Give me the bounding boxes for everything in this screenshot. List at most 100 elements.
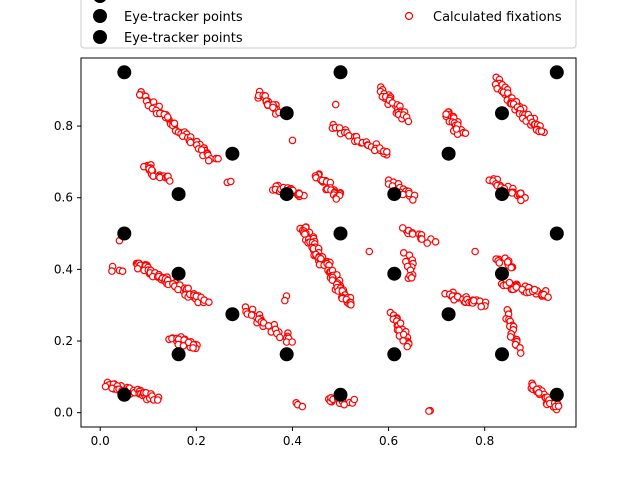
- eye-tracker-point-15: [387, 266, 402, 281]
- fixation-point-743: [298, 402, 307, 411]
- fixation-point-668: [396, 319, 405, 328]
- legend-marker-2: [93, 30, 107, 44]
- y-tick-label-1: 0.2: [54, 334, 73, 348]
- data-marks: [101, 65, 564, 415]
- legend-label-0: Eye-tracker points: [124, 10, 243, 25]
- fixation-point-507: [417, 235, 426, 243]
- fixation-point-532: [503, 258, 512, 266]
- fixation-point-613: [247, 311, 256, 319]
- fixation-point-763: [350, 395, 359, 404]
- fixation-point-624: [264, 321, 273, 330]
- fixation-point-680: [403, 342, 412, 351]
- eye-tracker-point-7: [171, 187, 186, 202]
- fixation-point-703: [101, 382, 110, 391]
- eye-tracker-point-11: [117, 226, 132, 241]
- fixation-point-265: [295, 189, 304, 198]
- axes-frame: [80, 57, 577, 428]
- fixation-point-510: [431, 238, 440, 246]
- fixation-point-678: [399, 336, 407, 345]
- fixation-point-502: [408, 230, 417, 238]
- fixation-point-309: [408, 196, 417, 204]
- fixation-point-509: [423, 239, 432, 247]
- fixation-point-795: [554, 402, 563, 411]
- eye-tracker-point-18: [441, 307, 456, 322]
- eye-tracker-point-17: [225, 307, 240, 322]
- fixation-point-602: [280, 296, 289, 305]
- fixation-point-59: [214, 154, 222, 163]
- eye-tracker-point-23: [117, 387, 132, 402]
- fixation-point-80: [288, 136, 297, 145]
- eye-tracker-point-5: [225, 146, 240, 161]
- fixation-point-740: [153, 396, 162, 404]
- fixation-point-496: [365, 247, 374, 256]
- fixation-point-572: [505, 278, 514, 287]
- fixation-point-332: [516, 189, 525, 198]
- legend-marker-4: [404, 11, 414, 21]
- fixation-point-658: [189, 344, 197, 352]
- fixation-point-593: [530, 285, 539, 294]
- fixation-point-527: [495, 259, 504, 267]
- legend-label-1: Eye-tracker points: [124, 31, 243, 46]
- fixation-point-158: [452, 125, 461, 133]
- fixation-point-81: [331, 100, 340, 109]
- eye-tracker-point-4: [495, 106, 509, 121]
- plot-area: [80, 57, 577, 428]
- fixation-point-382: [174, 285, 182, 294]
- fixation-point-636: [288, 338, 297, 346]
- eye-tracker-point-3: [279, 106, 294, 121]
- fixation-point-761: [340, 400, 349, 409]
- eye-tracker-point-20: [279, 347, 294, 362]
- eye-tracker-point-21: [387, 347, 402, 362]
- fixation-point-600: [544, 293, 552, 302]
- fixation-point-765: [425, 407, 433, 415]
- eye-tracker-point-10: [495, 187, 509, 202]
- fixation-point-235: [166, 177, 174, 185]
- legend: Eye-tracker points Eye-tracker points Ca…: [80, 0, 577, 49]
- fixation-point-111: [382, 148, 391, 156]
- x-tick-label-2: 0.4: [283, 434, 302, 448]
- fixation-point-22: [163, 113, 172, 121]
- legend-marker-1: [93, 9, 107, 23]
- fixation-point-237: [227, 177, 235, 186]
- eye-tracker-point-1: [333, 65, 348, 80]
- fixation-point-291: [332, 195, 341, 203]
- fixation-point-28: [170, 119, 179, 128]
- fixation-point-495: [347, 300, 355, 309]
- fixation-point-649: [179, 341, 188, 350]
- fixation-point-694: [506, 333, 515, 341]
- x-tick-label-1: 0.2: [187, 434, 206, 448]
- fixation-point-57: [204, 156, 213, 165]
- legend-label-2: Calculated fixations: [433, 10, 562, 25]
- x-tick-label-4: 0.8: [475, 434, 494, 448]
- fixation-point-225: [148, 166, 156, 174]
- fixation-point-342: [133, 264, 142, 273]
- fixation-point-606: [118, 267, 127, 276]
- eye-tracker-point-8: [279, 187, 294, 202]
- y-tick-label-3: 0.6: [54, 191, 73, 205]
- y-tick-label-2: 0.4: [54, 262, 73, 276]
- fixation-point-160: [461, 129, 470, 138]
- fixation-point-778: [534, 388, 543, 397]
- fixation-point-334: [517, 196, 525, 205]
- eye-tracker-point-25: [549, 387, 564, 402]
- x-tick-label-3: 0.6: [379, 434, 398, 448]
- fixation-point-405: [205, 298, 213, 307]
- y-tick-label-0: 0.0: [54, 406, 73, 420]
- fixation-point-43: [186, 138, 195, 147]
- legend-box: [80, 0, 577, 49]
- fixation-point-630: [275, 333, 284, 342]
- fixation-point-145: [442, 110, 450, 119]
- fixation-point-215: [537, 127, 546, 136]
- fixation-point-3: [135, 91, 144, 99]
- fixation-point-139: [404, 117, 413, 126]
- y-tick-label-4: 0.8: [54, 119, 73, 133]
- eye-tracker-point-9: [387, 187, 402, 202]
- fixation-point-535: [507, 263, 516, 272]
- fixation-point-604: [108, 267, 116, 275]
- fixation-point-675: [399, 330, 408, 339]
- x-tick-label-0: 0.0: [91, 434, 110, 448]
- fixation-point-700: [516, 349, 525, 357]
- fixation-point-559: [469, 296, 478, 305]
- fixation-point-523: [471, 247, 479, 256]
